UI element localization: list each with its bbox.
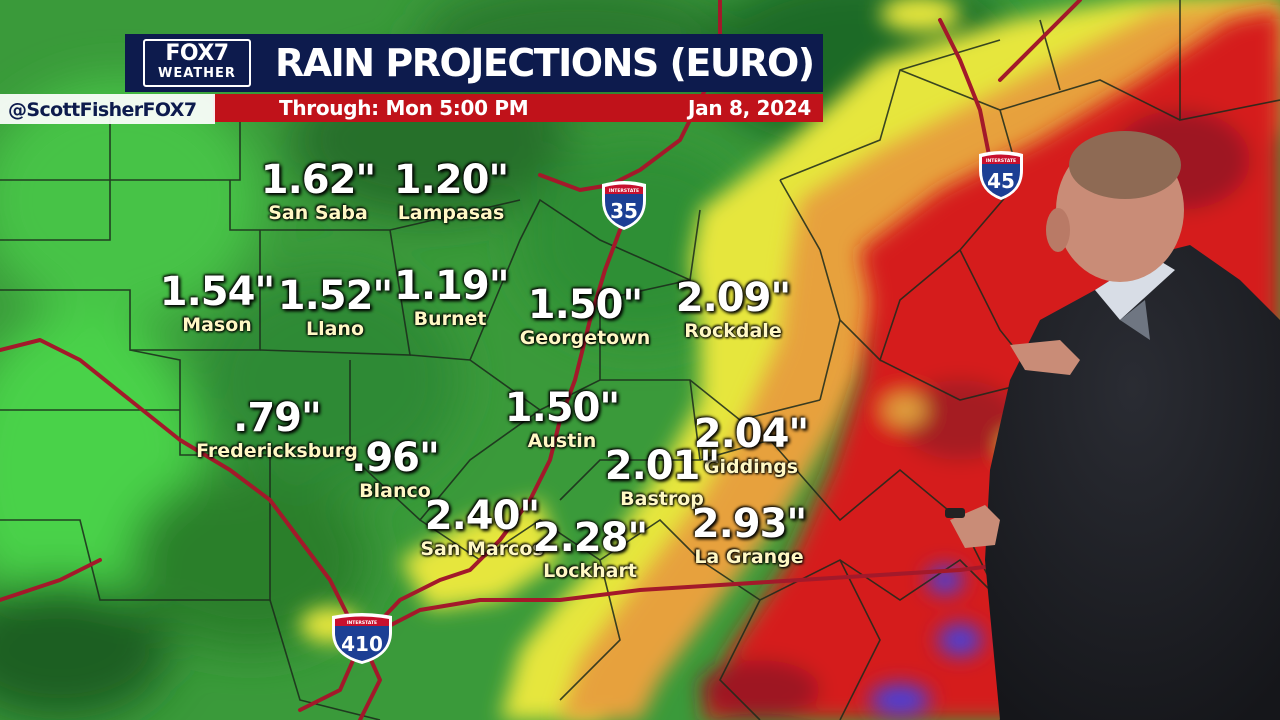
location-label-burnet: 1.19" Burnet: [394, 263, 510, 330]
location-label-austin: 1.50" Austin: [502, 386, 622, 452]
rain-amount: 1.52": [277, 273, 394, 319]
graphic-title: RAIN PROJECTIONS (EURO): [275, 41, 815, 85]
through-label: Through: Mon 5:00 PM: [279, 96, 529, 120]
interstate-35-top-label: INTERSTATE: [609, 188, 639, 194]
rain-amount: 2.09": [675, 275, 792, 321]
logo-line-2: WEATHER: [158, 66, 236, 81]
location-label-lampasas: 1.20" Lampasas: [390, 158, 512, 224]
title-graphic: FOX7 WEATHER RAIN PROJECTIONS (EURO) Thr…: [125, 34, 823, 122]
city-name: Fredericksburg: [196, 440, 358, 462]
city-name: Blanco: [359, 480, 431, 502]
fox7-weather-logo: FOX7 WEATHER: [143, 39, 251, 87]
rain-amount: .79": [233, 395, 322, 441]
interstate-45-top-label: INTERSTATE: [986, 158, 1016, 164]
city-name: Llano: [305, 318, 365, 340]
rain-amount: 2.28": [532, 515, 649, 561]
city-name: Mason: [182, 314, 252, 336]
city-name: Giddings: [703, 456, 799, 478]
city-name: Austin: [527, 430, 597, 452]
rain-amount: 2.93": [691, 501, 808, 547]
city-name: Bastrop: [620, 488, 704, 510]
location-label-giddings: 2.04" Giddings: [688, 412, 814, 478]
location-label-llano: 1.52" Llano: [276, 274, 394, 340]
location-label-mason: 1.54" Mason: [157, 270, 277, 336]
interstate-45-number: 45: [987, 169, 1015, 193]
city-name: Rockdale: [684, 320, 782, 342]
date-label: Jan 8, 2024: [688, 96, 811, 120]
rain-amount: .96": [351, 435, 440, 481]
rain-amount: 1.54": [159, 269, 276, 315]
city-name: Lampasas: [397, 202, 505, 224]
rain-amount: 1.50": [504, 385, 621, 431]
rain-amount: 1.50": [527, 282, 644, 328]
title-bar: FOX7 WEATHER RAIN PROJECTIONS (EURO): [125, 34, 823, 92]
location-label-georgetown: 1.50" Georgetown: [514, 283, 656, 349]
highways: [0, 0, 1082, 720]
logo-line-1: FOX7: [165, 41, 229, 66]
location-label-san-saba: 1.62" San Saba: [258, 158, 378, 224]
location-label-rockdale: 2.09" Rockdale: [670, 276, 796, 342]
interstate-45-shield: INTERSTATE 45: [979, 151, 1023, 200]
location-label-la-grange: 2.93" La Grange: [686, 502, 812, 568]
location-label-bastrop: 2.01" Bastrop: [602, 444, 722, 510]
city-name: Lockhart: [543, 560, 637, 582]
location-label-fredericksburg: .79" Fredericksburg: [192, 396, 362, 462]
city-name: San Saba: [268, 202, 368, 224]
rain-amount: 2.01": [604, 443, 721, 489]
rain-amount: 2.40": [424, 493, 541, 539]
rain-amount: 1.62": [260, 157, 377, 203]
location-label-blanco: .96" Blanco: [340, 436, 450, 502]
rain-amount: 2.04": [693, 411, 810, 457]
timeframe-bar: Through: Mon 5:00 PM Jan 8, 2024: [213, 94, 823, 122]
handle-bar: [0, 94, 215, 124]
interstate-35-number: 35: [610, 199, 638, 223]
city-name: Burnet: [413, 308, 487, 330]
interstate-410-number: 410: [341, 632, 383, 656]
rain-amount: 1.20": [393, 157, 510, 203]
rain-amount: 1.19": [394, 263, 510, 309]
city-name: La Grange: [694, 546, 804, 568]
social-handle: @ScottFisherFOX7: [8, 99, 197, 121]
interstate-410-top-label: INTERSTATE: [347, 620, 377, 626]
interstate-35-shield: INTERSTATE 35: [602, 181, 646, 230]
city-name: San Marcos: [420, 538, 544, 560]
city-name: Georgetown: [519, 327, 651, 349]
location-label-san-marcos: 2.40" San Marcos: [414, 494, 550, 560]
presenter: [945, 131, 1280, 720]
location-label-lockhart: 2.28" Lockhart: [528, 516, 652, 582]
interstate-410-shield: INTERSTATE 410: [332, 613, 392, 664]
